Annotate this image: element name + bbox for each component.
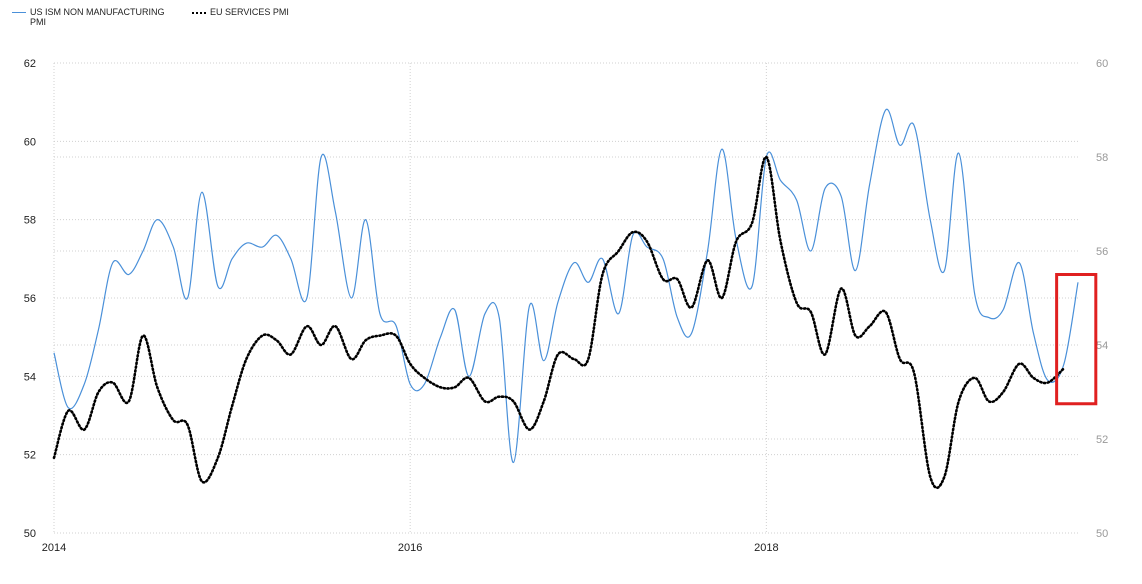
- x-tick-label: 2014: [42, 542, 66, 554]
- legend-item-eu-services[interactable]: EU SERVICES PMI: [192, 7, 289, 27]
- y-right-tick-label: 54: [1096, 340, 1108, 352]
- legend-label-us-ism: US ISM NON MANUFACTURING PMI: [30, 7, 165, 27]
- y-left-tick-label: 58: [24, 215, 36, 227]
- y-left-tick-label: 52: [24, 450, 36, 462]
- y-left-tick-label: 56: [24, 293, 36, 305]
- highlight-box: [1055, 273, 1098, 406]
- y-right-tick-label: 52: [1096, 434, 1108, 446]
- right-axis: 50 52 54 56 58 60: [1096, 58, 1108, 540]
- legend-swatch-dotted-icon: [192, 12, 206, 14]
- grid: [53, 62, 1078, 534]
- y-right-tick-label: 60: [1096, 58, 1108, 70]
- left-axis: 50 52 54 56 58 60 62: [24, 58, 36, 540]
- y-left-tick-label: 60: [24, 136, 36, 148]
- legend-label-eu-services: EU SERVICES PMI: [210, 7, 289, 17]
- series-line-0[interactable]: [53, 108, 1079, 464]
- series-line-1[interactable]: [52, 155, 1066, 490]
- y-left-tick-label: 62: [24, 58, 36, 70]
- y-left-tick-label: 50: [24, 528, 36, 540]
- series-layer: [52, 108, 1079, 490]
- y-right-tick-label: 58: [1096, 152, 1108, 164]
- y-left-tick-label: 54: [24, 371, 36, 383]
- x-tick-label: 2016: [398, 542, 422, 554]
- x-axis: 2014 2016 2018: [42, 542, 779, 554]
- x-tick-label: 2018: [754, 542, 778, 554]
- annotation-layer: [1055, 273, 1098, 406]
- legend-swatch-solid-icon: [12, 12, 26, 13]
- legend: US ISM NON MANUFACTURING PMI EU SERVICES…: [12, 7, 289, 27]
- y-right-tick-label: 50: [1096, 528, 1108, 540]
- y-right-tick-label: 56: [1096, 246, 1108, 258]
- legend-item-us-ism[interactable]: US ISM NON MANUFACTURING PMI: [12, 7, 180, 27]
